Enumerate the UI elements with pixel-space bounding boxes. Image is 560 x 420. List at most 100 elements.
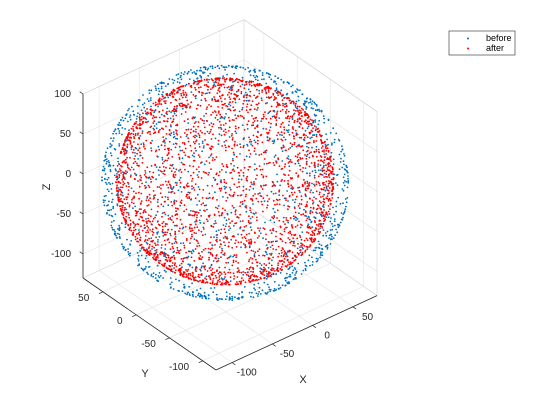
point-before	[303, 104, 306, 107]
point-after	[203, 122, 205, 125]
point-after	[288, 117, 291, 120]
point-after	[321, 167, 324, 170]
point-after	[230, 195, 232, 197]
point-before	[134, 205, 137, 208]
point-after	[174, 146, 177, 149]
point-before	[232, 81, 234, 83]
point-after	[283, 128, 286, 131]
legend-label-before: before	[486, 33, 512, 43]
point-before	[203, 120, 206, 122]
point-after	[221, 212, 223, 215]
point-after	[250, 249, 253, 252]
point-before	[262, 184, 265, 187]
point-after	[250, 181, 253, 184]
point-before	[167, 214, 170, 217]
point-after	[127, 134, 129, 136]
point-after	[264, 184, 267, 187]
point-after	[274, 185, 277, 187]
point-after	[170, 186, 172, 188]
point-after	[159, 259, 162, 262]
point-after	[161, 98, 163, 101]
point-after	[287, 231, 290, 234]
point-after	[264, 151, 267, 153]
point-before	[260, 97, 263, 100]
point-after	[325, 186, 328, 189]
point-after	[126, 143, 129, 146]
point-before	[149, 97, 152, 99]
point-after	[275, 124, 278, 127]
grid-line	[202, 286, 364, 362]
point-before	[256, 109, 258, 111]
point-before	[157, 169, 160, 172]
point-before	[311, 103, 313, 105]
legend-marker-after	[467, 47, 469, 50]
point-after	[147, 231, 150, 234]
point-after	[246, 94, 248, 96]
point-before	[319, 256, 321, 259]
point-after	[140, 123, 143, 126]
point-before	[304, 269, 307, 271]
point-before	[318, 247, 321, 250]
point-before	[161, 158, 164, 161]
point-after	[234, 210, 237, 213]
point-after	[249, 138, 252, 141]
point-before	[331, 235, 333, 238]
point-after	[167, 238, 170, 241]
point-before	[118, 130, 121, 132]
point-after	[327, 210, 330, 213]
point-after	[127, 193, 130, 196]
point-before	[325, 216, 328, 219]
point-after	[129, 219, 132, 222]
point-before	[276, 180, 279, 183]
point-after	[150, 149, 153, 152]
point-after	[281, 121, 284, 124]
point-after	[218, 78, 221, 80]
point-after	[217, 106, 220, 108]
point-after	[199, 162, 202, 164]
point-before	[144, 110, 147, 112]
point-before	[294, 201, 296, 204]
point-before	[331, 143, 333, 146]
point-after	[221, 116, 224, 119]
point-after	[178, 264, 181, 267]
point-after	[300, 145, 303, 148]
point-after	[191, 185, 193, 188]
point-before	[275, 83, 278, 85]
point-after	[146, 108, 149, 110]
point-before	[321, 174, 324, 176]
point-after	[255, 258, 257, 261]
point-after	[328, 187, 331, 189]
point-before	[311, 182, 313, 185]
point-after	[272, 162, 275, 164]
point-before	[147, 261, 150, 263]
point-before	[321, 248, 324, 251]
point-before	[314, 114, 317, 117]
point-after	[183, 246, 186, 249]
point-before	[116, 204, 119, 207]
point-after	[174, 230, 177, 233]
point-after	[119, 193, 122, 196]
point-after	[123, 153, 126, 156]
point-after	[161, 215, 163, 218]
point-after	[270, 87, 272, 89]
point-before	[229, 293, 231, 295]
point-after	[231, 264, 234, 267]
legend-box	[448, 30, 516, 56]
point-before	[255, 153, 257, 156]
point-after	[116, 178, 118, 181]
point-after	[313, 184, 316, 187]
point-before	[203, 71, 206, 74]
point-after	[139, 174, 142, 177]
point-after	[194, 142, 196, 145]
point-before	[266, 253, 268, 256]
point-after	[228, 126, 231, 129]
point-before	[279, 272, 282, 274]
point-before	[164, 142, 166, 144]
point-after	[298, 234, 301, 237]
point-before	[324, 143, 327, 146]
point-before	[291, 84, 294, 87]
point-before	[308, 254, 311, 257]
point-after	[317, 127, 319, 130]
point-before	[338, 223, 340, 226]
point-before	[114, 168, 117, 171]
